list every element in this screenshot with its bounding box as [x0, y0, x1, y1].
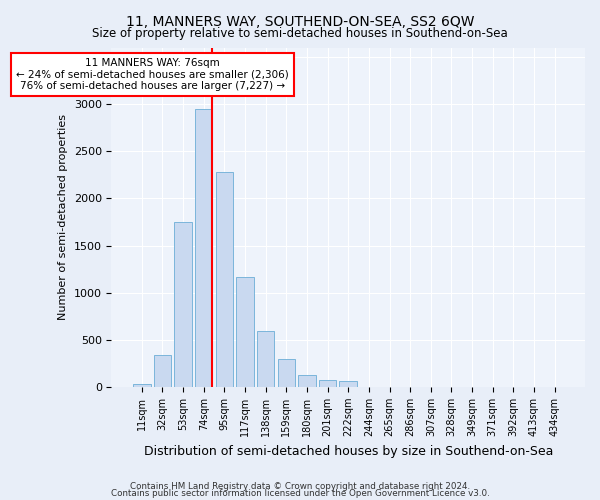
Bar	[278, 358, 295, 387]
Y-axis label: Number of semi-detached properties: Number of semi-detached properties	[58, 114, 68, 320]
Text: 11 MANNERS WAY: 76sqm
← 24% of semi-detached houses are smaller (2,306)
76% of s: 11 MANNERS WAY: 76sqm ← 24% of semi-deta…	[16, 58, 289, 91]
Bar	[236, 276, 254, 387]
Bar	[215, 172, 233, 387]
Bar	[195, 109, 212, 387]
Bar	[133, 384, 151, 387]
Text: 11, MANNERS WAY, SOUTHEND-ON-SEA, SS2 6QW: 11, MANNERS WAY, SOUTHEND-ON-SEA, SS2 6Q…	[126, 15, 474, 29]
Bar	[154, 355, 171, 387]
Bar	[319, 380, 337, 387]
X-axis label: Distribution of semi-detached houses by size in Southend-on-Sea: Distribution of semi-detached houses by …	[143, 444, 553, 458]
Text: Contains HM Land Registry data © Crown copyright and database right 2024.: Contains HM Land Registry data © Crown c…	[130, 482, 470, 491]
Bar	[340, 382, 357, 387]
Bar	[174, 222, 192, 387]
Bar	[257, 332, 274, 387]
Text: Contains public sector information licensed under the Open Government Licence v3: Contains public sector information licen…	[110, 490, 490, 498]
Text: Size of property relative to semi-detached houses in Southend-on-Sea: Size of property relative to semi-detach…	[92, 28, 508, 40]
Bar	[298, 374, 316, 387]
